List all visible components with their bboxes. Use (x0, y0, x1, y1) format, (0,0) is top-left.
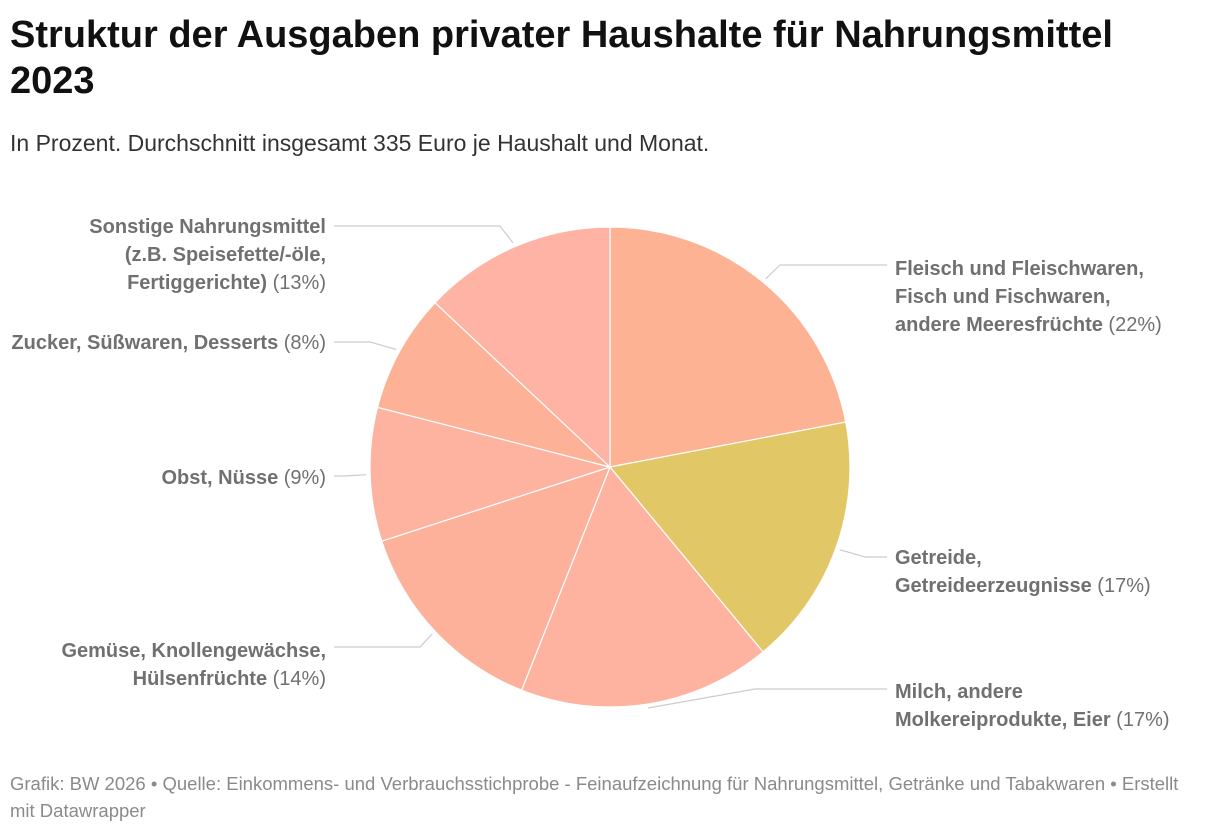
slice-label-line: Milch, andere (895, 681, 1023, 703)
slice-label-line: Obst, Nüsse (162, 467, 279, 489)
chart-footer: Grafik: BW 2026 • Quelle: Einkommens- un… (10, 773, 1179, 821)
pie-slice (520, 465, 764, 708)
slice-label-line: Hülsenfrüchte (133, 668, 267, 690)
leader-line (648, 688, 887, 709)
leader-line (839, 549, 887, 558)
leader-line (334, 633, 433, 648)
chart-title: Struktur der Ausgaben privater Haushalte… (10, 14, 1113, 102)
slice-label-line: Sonstige Nahrungsmittel (89, 216, 326, 238)
slice-label: Obst, Nüsse (9%) (162, 467, 327, 489)
pie-slices (369, 226, 851, 708)
slice-label-line: Getreideerzeugnisse (895, 575, 1092, 597)
slice-label-line: Gemüse, Knollengewächse, (61, 640, 326, 662)
pie-slice (376, 301, 611, 468)
slice-label: Fleisch und Fleischwaren, Fisch und Fisch… (895, 258, 1162, 336)
pie-slice (434, 226, 611, 469)
slice-value-label: (17%) (1092, 575, 1151, 597)
slice-label-line: Fertiggerichte) (127, 272, 267, 294)
slice-label: Getreide, Getreideerzeugnisse (17%) (895, 547, 1151, 597)
slice-value-label: (9%) (278, 467, 326, 489)
pie-slice (609, 226, 847, 468)
slice-label-line: andere Meeresfrüchte (895, 314, 1103, 336)
leader-lines (334, 225, 887, 709)
slice-label: Sonstige Nahrungsmittel (z.B. Speisefette… (89, 216, 326, 294)
pie-slice (608, 421, 851, 653)
slice-label-line: Zucker, Süßwaren, Desserts (11, 332, 278, 354)
slice-label-line: Fisch und Fischwaren, (895, 286, 1111, 308)
slice-value-label: (14%) (267, 668, 326, 690)
slice-label: Zucker, Süßwaren, Desserts (8%) (11, 332, 326, 354)
slice-label-line: (z.B. Speisefette/-öle, (125, 244, 326, 266)
chart-subtitle: In Prozent. Durchschnitt insgesamt 335 E… (10, 130, 710, 156)
slice-label: Gemüse, Knollengewächse, Hülsenfrüchte (1… (61, 640, 326, 690)
slice-value-label: (13%) (267, 272, 326, 294)
slice-value-label: (8%) (278, 332, 326, 354)
pie-chart: Fleisch und Fleischwaren, Fisch und Fisch… (11, 216, 1169, 731)
leader-line (765, 264, 887, 280)
slice-value-label: (22%) (1103, 314, 1162, 336)
slice-label: Milch, andere Molkereiprodukte, Eier (17%… (895, 681, 1170, 731)
slice-value-label: (17%) (1111, 709, 1170, 731)
pie-slice (369, 406, 613, 542)
slice-label-line: Molkereiprodukte, Eier (895, 709, 1111, 731)
slice-label-line: Getreide, (895, 547, 982, 569)
leader-line (334, 474, 367, 477)
slice-label-line: Fleisch und Fleischwaren, (895, 258, 1144, 280)
leader-line (334, 341, 397, 351)
leader-line (334, 225, 514, 244)
slice-labels: Fleisch und Fleischwaren, Fisch und Fisch… (11, 216, 1169, 731)
